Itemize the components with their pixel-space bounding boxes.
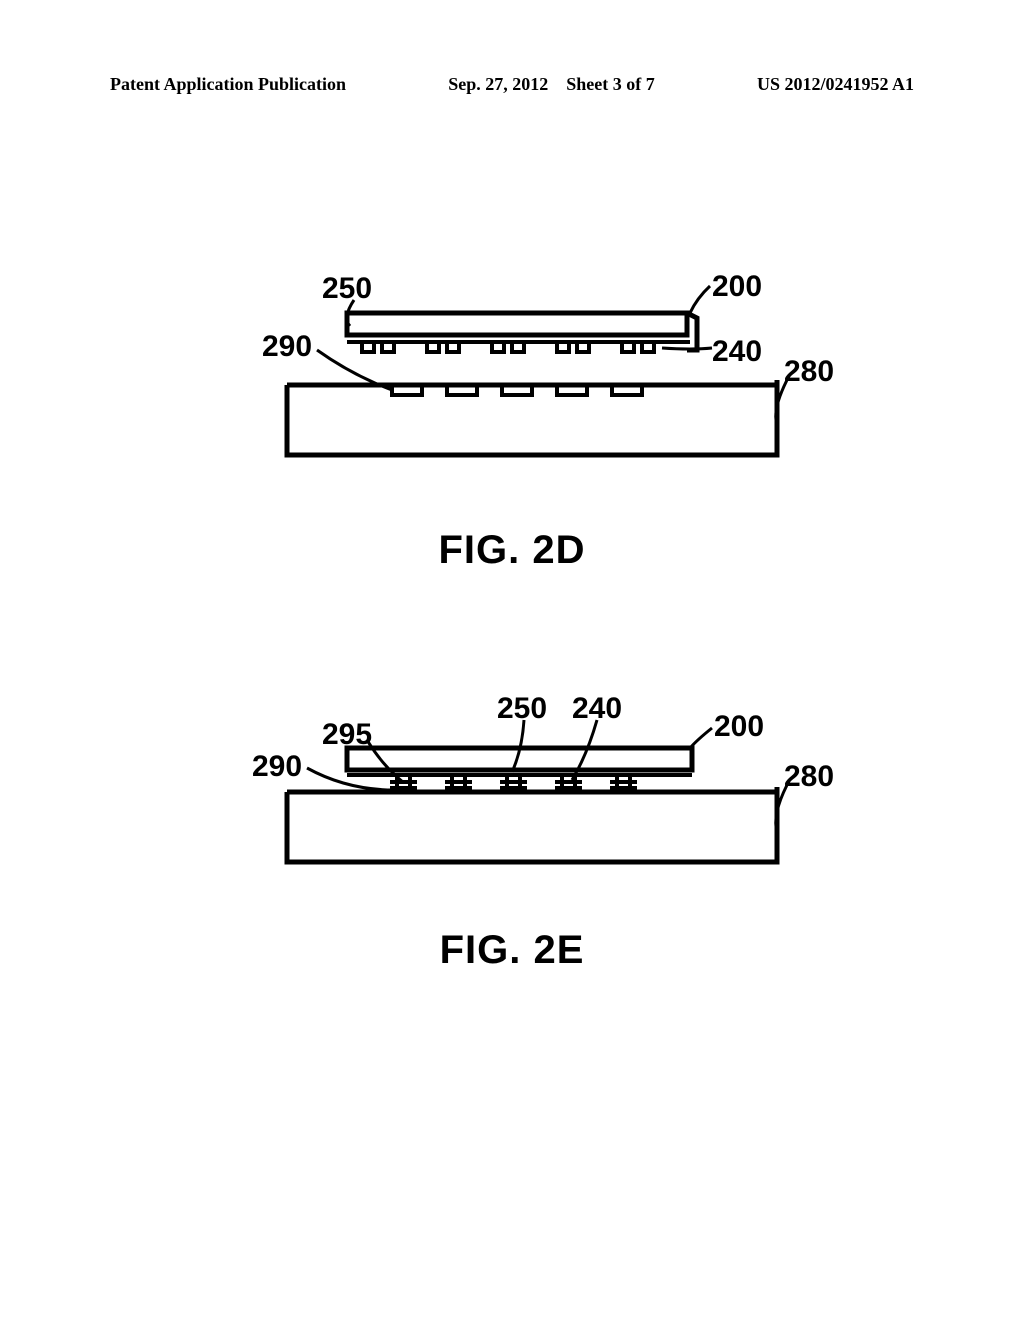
header-sheet: Sheet 3 of 7 [566,74,655,94]
patent-header: Patent Application Publication Sep. 27, … [110,74,914,95]
header-right: US 2012/0241952 A1 [757,74,914,95]
figure-2e-caption: FIG. 2E [440,928,585,973]
ref-280: 280 [784,355,834,389]
ref-200: 200 [712,270,762,304]
ref-280: 280 [784,760,834,794]
ref-250: 250 [497,692,547,726]
ref-240: 240 [712,335,762,369]
header-mid: Sep. 27, 2012 Sheet 3 of 7 [448,74,655,95]
figure-2e-drawing: 250 240 200 295 290 280 [192,700,832,900]
figure-2d-drawing: 250 200 290 240 280 [192,280,832,500]
fig2d-svg [192,280,832,500]
ref-240: 240 [572,692,622,726]
ref-295: 295 [322,718,372,752]
header-date: Sep. 27, 2012 [448,74,548,94]
figure-2e: 250 240 200 295 290 280 [0,700,1024,973]
ref-250: 250 [322,272,372,306]
ref-290: 290 [252,750,302,784]
header-left: Patent Application Publication [110,74,346,95]
ref-290: 290 [262,330,312,364]
figure-2d: 250 200 290 240 280 [0,280,1024,573]
figure-2d-caption: FIG. 2D [438,528,585,573]
ref-200: 200 [714,710,764,744]
